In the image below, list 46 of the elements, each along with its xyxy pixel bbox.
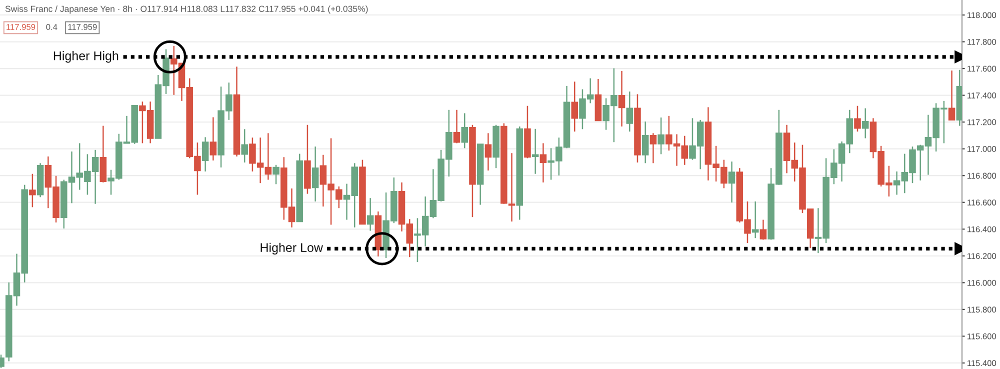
y-tick-label: 117.000	[967, 146, 996, 152]
ref-line-label: Higher High	[54, 51, 118, 63]
y-tick-label: 117.400	[967, 92, 996, 98]
candlestick	[642, 120, 649, 164]
candlestick	[508, 152, 516, 222]
candlestick	[366, 197, 374, 232]
candlestick	[862, 108, 869, 139]
y-tick-label: 116.200	[967, 253, 996, 260]
candlestick	[312, 146, 319, 202]
candlestick	[100, 125, 107, 184]
candlestick	[241, 128, 248, 164]
candlestick	[540, 142, 547, 184]
candlestick	[618, 70, 626, 128]
candlestick	[626, 90, 634, 132]
candlestick	[29, 173, 36, 208]
candlestick	[948, 70, 956, 121]
annotation: 117.959	[68, 24, 97, 30]
y-tick-label: 116.800	[967, 172, 996, 179]
y-tick-label: 118.000	[967, 12, 996, 18]
candlestick	[650, 132, 657, 164]
annotation: 117.959	[6, 24, 36, 30]
ref-line-label: Higher Low	[260, 242, 323, 255]
candlestick	[854, 105, 861, 132]
candlestick	[210, 116, 217, 162]
candlestick	[202, 136, 209, 172]
y-tick-label: 117.800	[967, 38, 996, 45]
y-tick-label: 116.600	[967, 200, 996, 206]
candlestick	[752, 200, 759, 239]
candlestick	[571, 81, 578, 132]
y-tick-label: 115.600	[967, 333, 996, 340]
y-tick-label: 117.200	[967, 119, 996, 126]
y-tick-label: 116.400	[967, 226, 996, 232]
annotation: 0.4	[46, 24, 58, 30]
candlestick	[658, 116, 664, 155]
candlestick	[728, 160, 736, 204]
text: Swiss Franc / Japanese Yen · 8h · O117.914 H118.083 L117.832 C117.955 +0.041 (+0.035%)	[5, 6, 368, 14]
y-tick-label: 115.800	[967, 306, 996, 313]
candlestick	[760, 219, 767, 240]
candlestick	[532, 128, 539, 174]
candlestick	[453, 109, 460, 144]
candlestick	[484, 132, 492, 172]
candlestick	[272, 164, 280, 185]
y-tick-label: 115.400	[967, 360, 996, 366]
y-tick-label: 117.600	[967, 66, 996, 72]
y-tick-label: 116.000	[967, 280, 996, 286]
candlestick	[461, 112, 468, 149]
